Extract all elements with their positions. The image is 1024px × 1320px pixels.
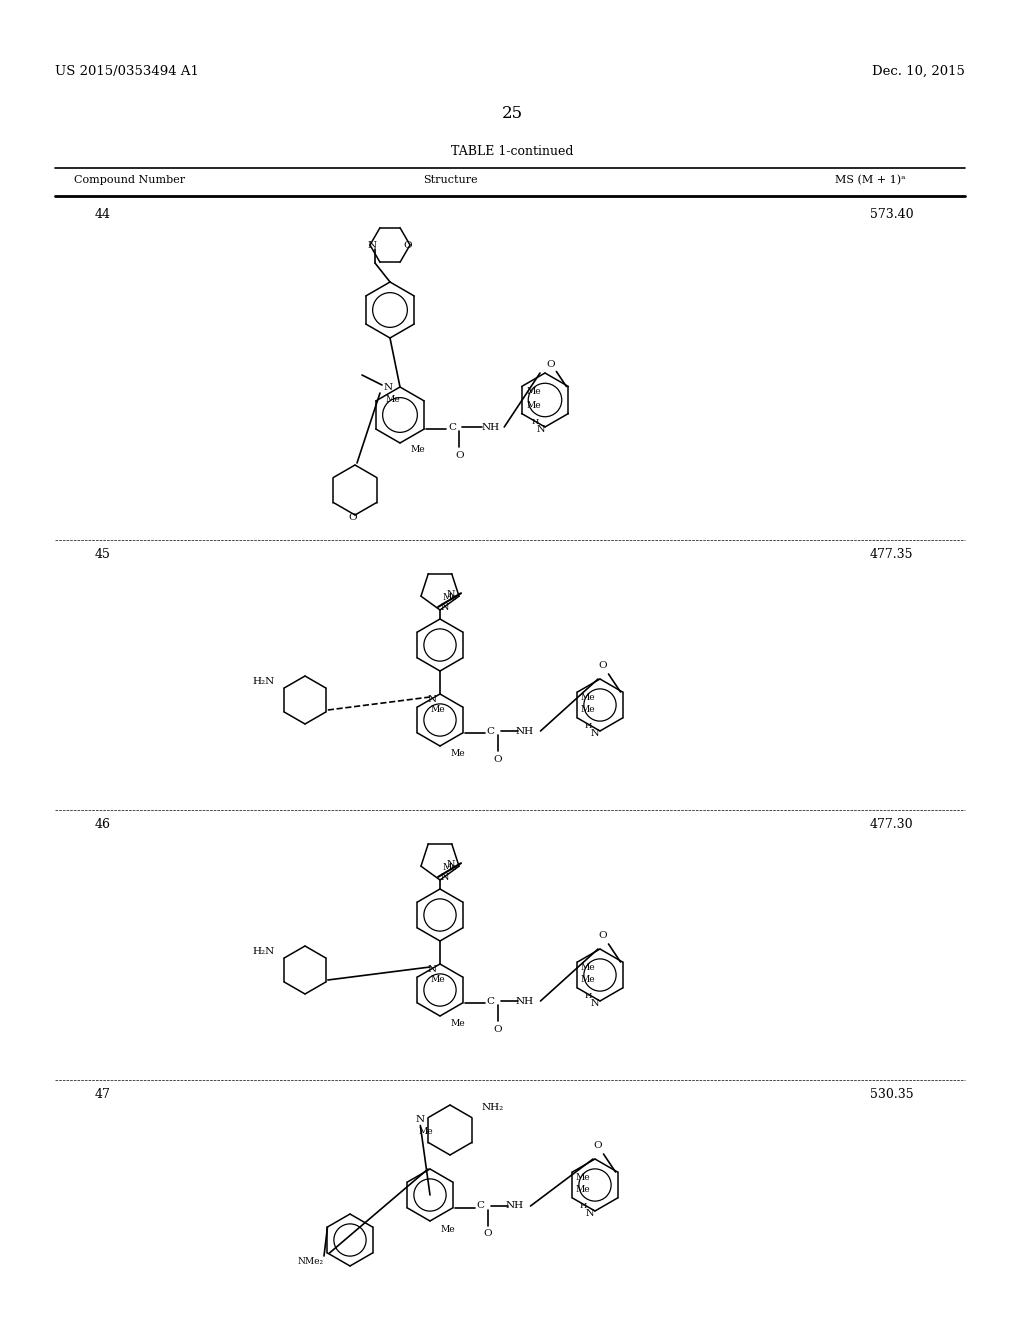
Text: NH₂: NH₂ bbox=[482, 1104, 504, 1113]
Text: H: H bbox=[585, 993, 592, 1001]
Text: Me: Me bbox=[418, 1127, 433, 1137]
Text: O: O bbox=[494, 1024, 502, 1034]
Text: O: O bbox=[494, 755, 502, 763]
Text: Me: Me bbox=[431, 974, 445, 983]
Text: Me: Me bbox=[442, 863, 458, 873]
Text: 25: 25 bbox=[502, 106, 522, 121]
Text: Me: Me bbox=[440, 1225, 456, 1233]
Text: Me: Me bbox=[581, 975, 595, 985]
Text: N: N bbox=[416, 1115, 425, 1125]
Text: O: O bbox=[403, 240, 413, 249]
Text: C: C bbox=[486, 726, 495, 735]
Text: O: O bbox=[546, 360, 555, 370]
Text: 573.40: 573.40 bbox=[870, 209, 913, 222]
Text: 45: 45 bbox=[95, 549, 111, 561]
Text: NH: NH bbox=[506, 1201, 523, 1210]
Text: Me: Me bbox=[581, 705, 595, 714]
Text: N: N bbox=[591, 999, 599, 1008]
Text: Me: Me bbox=[575, 1172, 590, 1181]
Text: N: N bbox=[586, 1209, 594, 1218]
Text: Me: Me bbox=[581, 962, 595, 972]
Text: NMe₂: NMe₂ bbox=[298, 1258, 324, 1266]
Text: N: N bbox=[440, 603, 450, 612]
Text: O: O bbox=[598, 932, 607, 940]
Text: N: N bbox=[446, 590, 456, 599]
Text: Me: Me bbox=[386, 395, 400, 404]
Text: Me: Me bbox=[411, 446, 425, 454]
Text: O: O bbox=[593, 1142, 602, 1151]
Text: H: H bbox=[580, 1203, 587, 1210]
Text: C: C bbox=[449, 422, 457, 432]
Text: Compound Number: Compound Number bbox=[75, 176, 185, 185]
Text: Structure: Structure bbox=[423, 176, 477, 185]
Text: N: N bbox=[446, 859, 456, 869]
Text: US 2015/0353494 A1: US 2015/0353494 A1 bbox=[55, 65, 199, 78]
Text: H: H bbox=[531, 418, 539, 426]
Text: O: O bbox=[455, 450, 464, 459]
Text: 46: 46 bbox=[95, 818, 111, 832]
Text: MS (M + 1)ᵃ: MS (M + 1)ᵃ bbox=[835, 176, 905, 185]
Text: Me: Me bbox=[451, 750, 465, 759]
Text: Me: Me bbox=[575, 1185, 590, 1195]
Text: C: C bbox=[476, 1201, 484, 1210]
Text: Me: Me bbox=[442, 594, 458, 602]
Text: Me: Me bbox=[581, 693, 595, 701]
Text: C: C bbox=[486, 997, 495, 1006]
Text: N: N bbox=[427, 694, 436, 704]
Text: H: H bbox=[585, 722, 592, 730]
Text: N: N bbox=[427, 965, 436, 974]
Text: O: O bbox=[598, 661, 607, 671]
Text: 530.35: 530.35 bbox=[870, 1089, 913, 1101]
Text: Me: Me bbox=[526, 401, 541, 411]
Text: 47: 47 bbox=[95, 1089, 111, 1101]
Text: N: N bbox=[383, 383, 392, 392]
Text: Me: Me bbox=[451, 1019, 465, 1028]
Text: N: N bbox=[440, 874, 450, 883]
Text: NH: NH bbox=[515, 997, 534, 1006]
Text: 477.30: 477.30 bbox=[870, 818, 913, 832]
Text: O: O bbox=[349, 513, 357, 523]
Text: N: N bbox=[368, 240, 377, 249]
Text: O: O bbox=[483, 1229, 492, 1238]
Text: H₂N: H₂N bbox=[253, 677, 275, 686]
Text: Me: Me bbox=[526, 387, 541, 396]
Text: N: N bbox=[591, 730, 599, 738]
Text: NH: NH bbox=[515, 726, 534, 735]
Text: Dec. 10, 2015: Dec. 10, 2015 bbox=[872, 65, 965, 78]
Text: NH: NH bbox=[481, 422, 500, 432]
Text: H₂N: H₂N bbox=[253, 948, 275, 957]
Text: 477.35: 477.35 bbox=[870, 549, 913, 561]
Text: 44: 44 bbox=[95, 209, 111, 222]
Text: N: N bbox=[537, 425, 545, 434]
Text: Me: Me bbox=[431, 705, 445, 714]
Text: TABLE 1-continued: TABLE 1-continued bbox=[451, 145, 573, 158]
